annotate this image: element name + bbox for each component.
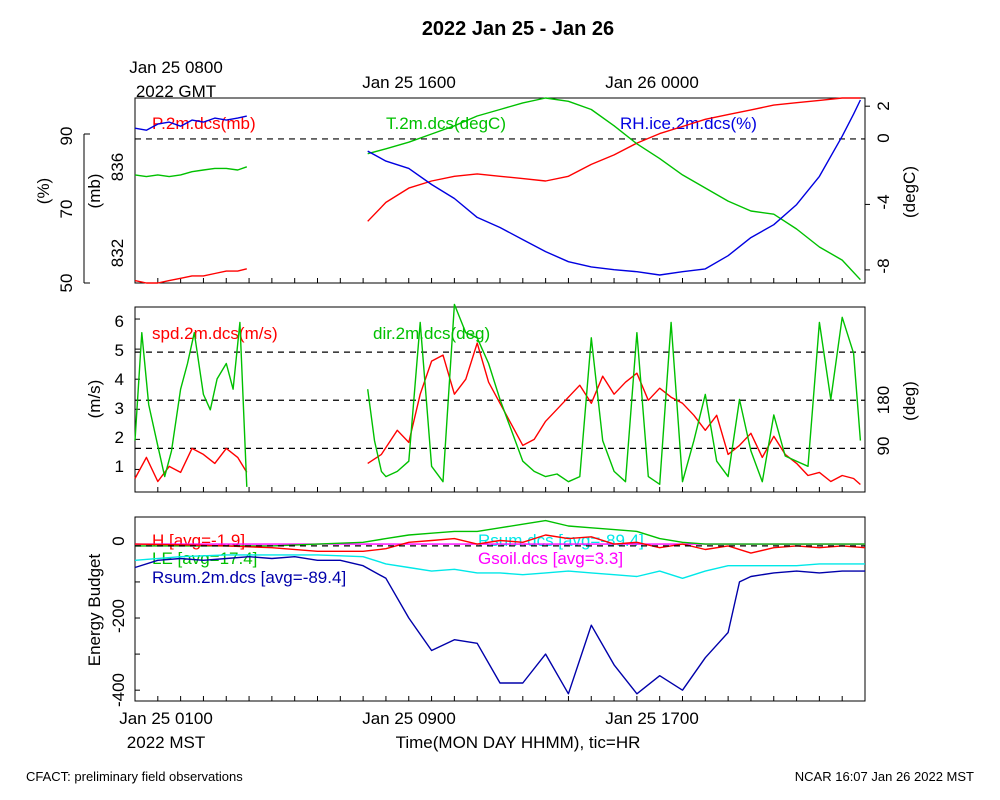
energy-tick-minus400: -400 xyxy=(109,673,128,707)
wind-series-0-line-1 xyxy=(367,342,861,486)
legend-pressure: P.2m.dcs(mb) xyxy=(152,114,256,133)
thermo-series-0-line-1 xyxy=(367,97,861,222)
mb-axis-label: (mb) xyxy=(85,174,104,209)
legend-rsum-2m: Rsum.2m.dcs [avg=-89.4] xyxy=(152,568,346,587)
energy-series-2-line xyxy=(134,556,865,695)
footer-right: NCAR 16:07 Jan 26 2022 MST xyxy=(795,769,974,784)
ms-tick-3: 3 xyxy=(115,399,124,418)
thermo-series-1-line-0 xyxy=(134,166,248,178)
ms-tick-6: 6 xyxy=(115,312,124,331)
degc-tick-minus8: -8 xyxy=(874,258,893,273)
mb-tick-836: 836 xyxy=(108,153,127,181)
ms-tick-5: 5 xyxy=(115,341,124,360)
top-time-label-3: Jan 26 0000 xyxy=(605,73,699,92)
degc-tick-0: 0 xyxy=(874,133,893,142)
top-time-label-2: Jan 25 1600 xyxy=(362,73,456,92)
top-time-label-1: Jan 25 0800 xyxy=(129,58,223,77)
legend-rsum-dcs: Rsum.dcs [avg=-89.4] xyxy=(478,531,644,550)
legend-h: H [avg=-1.9] xyxy=(152,531,245,550)
chart-title: 2022 Jan 25 - Jan 26 xyxy=(422,18,614,40)
pct-tick-50: 50 xyxy=(57,274,76,293)
thermo-series-2-line-1 xyxy=(367,99,862,276)
top-time-label-year: 2022 GMT xyxy=(136,82,216,101)
x-axis-label: Time(MON DAY HHMM), tic=HR xyxy=(396,733,641,752)
ms-tick-1: 1 xyxy=(115,457,124,476)
degc-tick-minus4: -4 xyxy=(874,194,893,209)
footer-left: CFACT: preliminary field observations xyxy=(26,769,243,784)
ms-tick-2: 2 xyxy=(115,428,124,447)
legend-le: LE [avg=17.4] xyxy=(152,549,257,568)
pct-tick-70: 70 xyxy=(57,200,76,219)
bottom-time-label-year: 2022 MST xyxy=(127,733,205,752)
degc-tick-2: 2 xyxy=(874,101,893,110)
mb-tick-832: 832 xyxy=(108,239,127,267)
wind-series-1-line-1 xyxy=(367,303,862,485)
legend-rh-ice: RH.ice.2m.dcs(%) xyxy=(620,114,757,133)
thermo-series-1-line-1 xyxy=(367,97,861,281)
legend-gsoil: Gsoil.dcs [avg=3.3] xyxy=(478,549,623,568)
deg-tick-180: 180 xyxy=(874,386,893,414)
wind-series-1-line-0 xyxy=(134,321,248,487)
deg-tick-90: 90 xyxy=(874,437,893,456)
bottom-time-label-2: Jan 25 0900 xyxy=(362,709,456,728)
ms-axis-label: (m/s) xyxy=(85,380,104,419)
energy-tick-minus200: -200 xyxy=(109,599,128,633)
wind-series-0-line-0 xyxy=(134,447,248,483)
energy-axis-label: Energy Budget xyxy=(85,553,104,666)
energy-tick-0: 0 xyxy=(109,536,128,545)
degc-axis-label: (degC) xyxy=(900,166,919,218)
energy-series-3-line xyxy=(134,554,865,579)
thermo-series-2-line-0 xyxy=(134,115,247,131)
legend-temperature: T.2m.dcs(degC) xyxy=(386,114,506,133)
bottom-time-label-1: Jan 25 0100 xyxy=(119,709,213,728)
energy-series-1-line xyxy=(135,519,865,547)
thermo-series-0-line-0 xyxy=(134,268,247,284)
plot-layer xyxy=(83,97,870,702)
ms-tick-4: 4 xyxy=(115,370,124,389)
energy-series-0-line xyxy=(134,534,866,554)
pct-axis-label: (%) xyxy=(34,178,53,204)
bottom-time-label-3: Jan 25 1700 xyxy=(605,709,699,728)
legend-direction: dir.2m.dcs(deg) xyxy=(373,324,490,343)
pct-tick-90: 90 xyxy=(57,127,76,146)
legend-speed: spd.2m.dcs(m/s) xyxy=(152,324,278,343)
deg-axis-label: (deg) xyxy=(900,381,919,421)
